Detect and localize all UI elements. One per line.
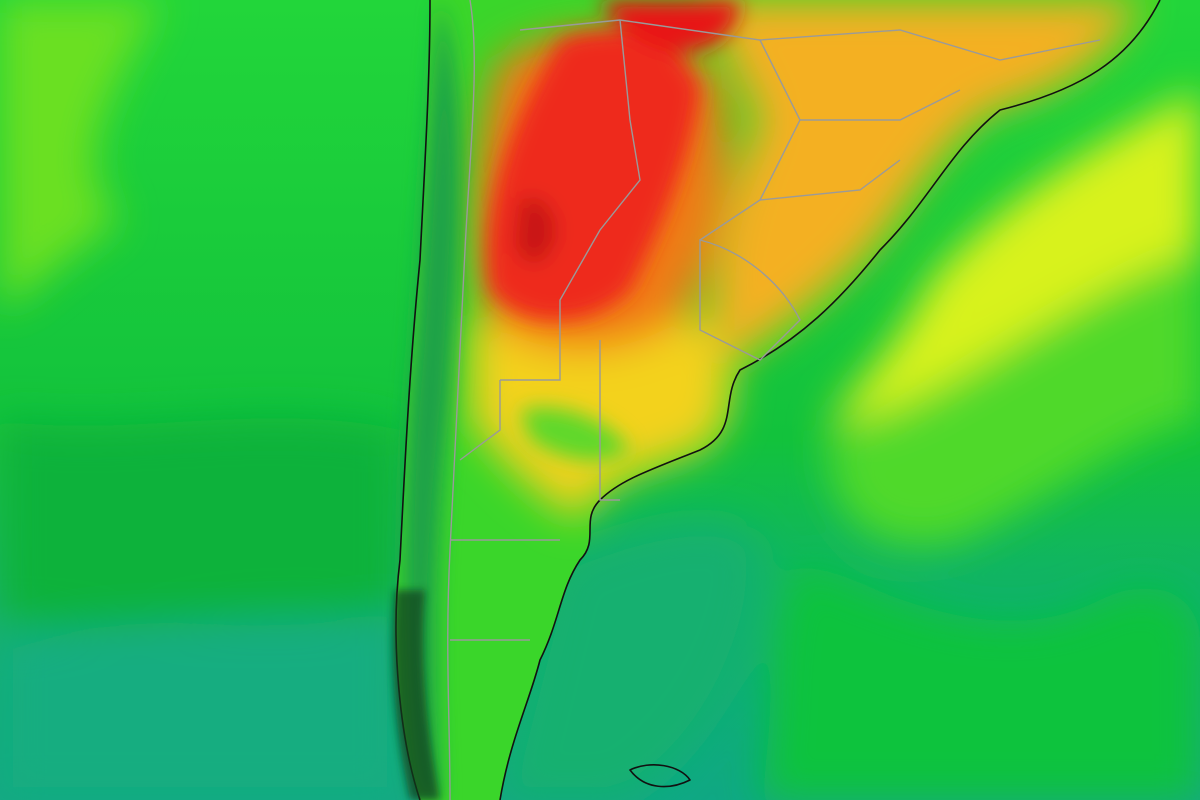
red-north: [600, 0, 740, 53]
province-line-2: [599, 340, 620, 501]
fjords: [392, 590, 440, 800]
northern-border: [519, 19, 801, 241]
warm-field-west: [0, 0, 160, 310]
teal-field-southwest: [0, 610, 400, 800]
cool-field-west: [0, 418, 400, 626]
chile-archipelago: [392, 590, 440, 800]
atlantic-coast: [499, 0, 1161, 800]
green-patch: [520, 407, 630, 461]
falkland-islands: [629, 764, 691, 788]
green-field-southeast: [760, 560, 1200, 800]
green-field-atlantic: [828, 250, 1200, 546]
uruguay-border: [699, 239, 801, 361]
dark-red-spot: [515, 197, 556, 264]
chile-argentina-border: [447, 0, 475, 800]
orange-north: [700, 0, 1140, 370]
yellow-field-atlantic: [830, 90, 1200, 422]
province-line-1: [500, 19, 641, 381]
province-line-3: [459, 380, 501, 461]
borders: [447, 0, 1101, 800]
brazil-states: [759, 29, 1101, 201]
